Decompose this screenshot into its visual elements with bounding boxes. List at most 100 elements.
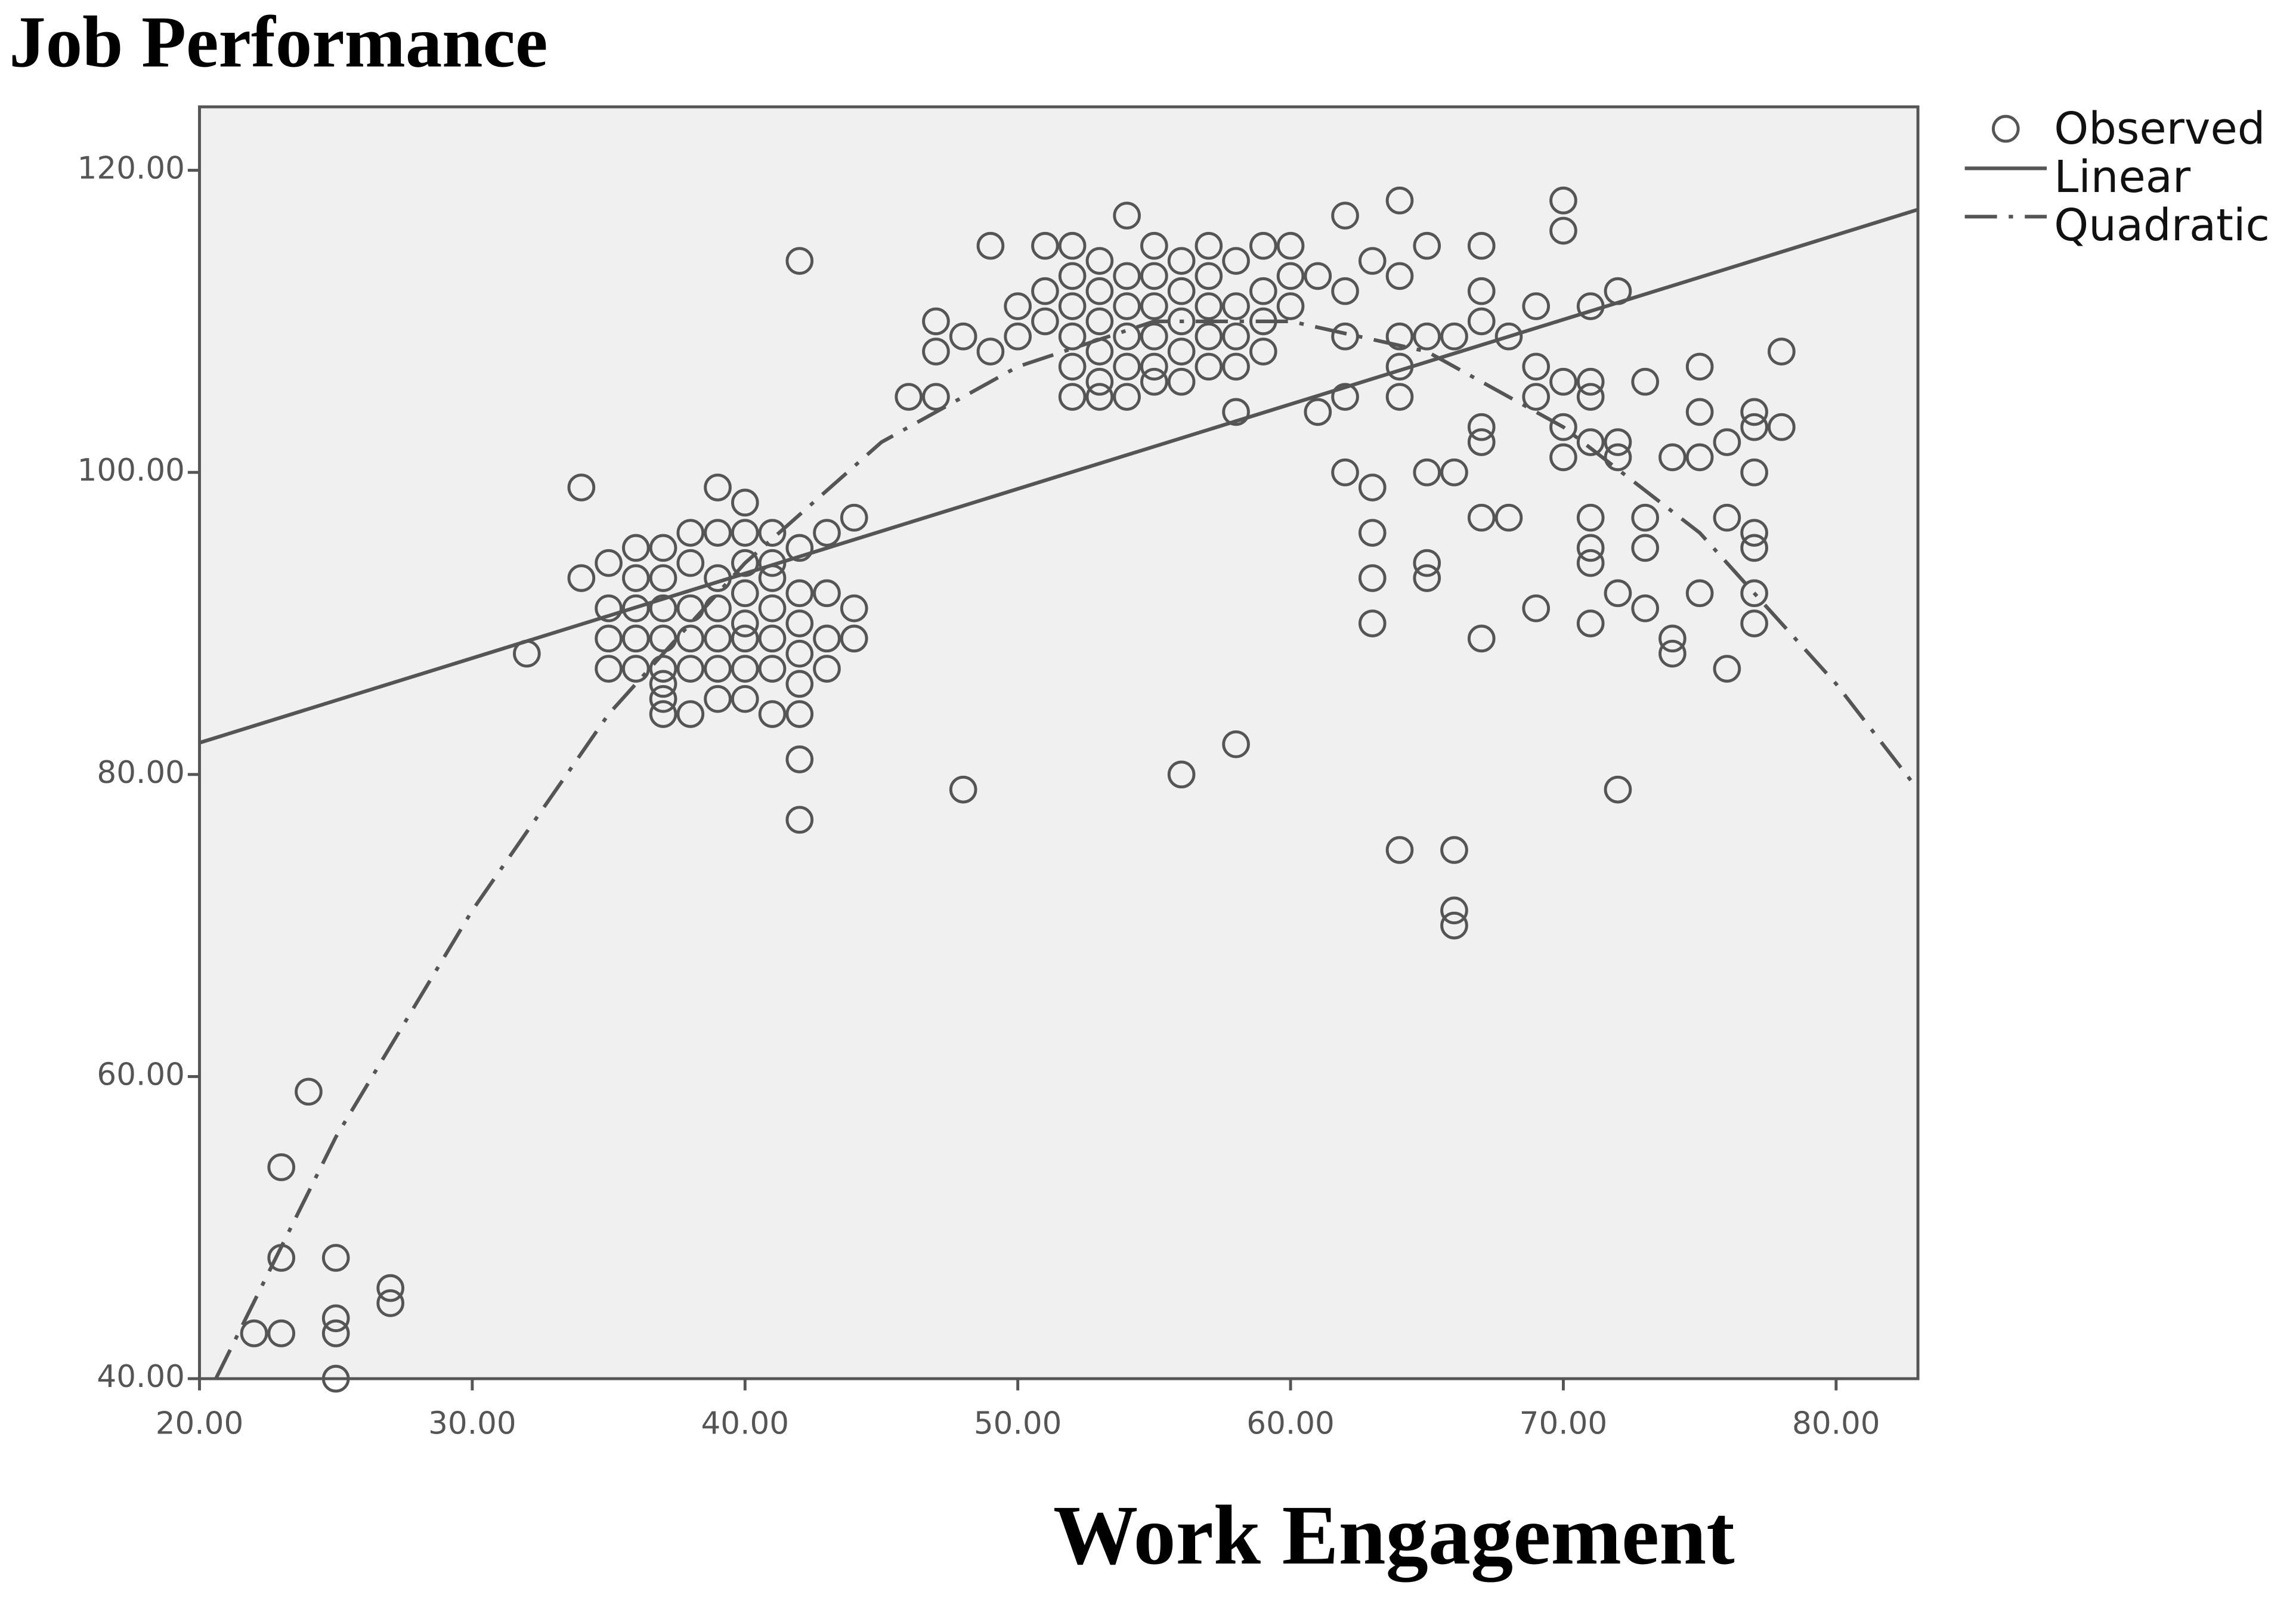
- point: [267, 1153, 296, 1181]
- x-axis-title: Work Engagement: [1053, 1488, 1735, 1582]
- point: [704, 655, 732, 683]
- point: [731, 655, 759, 683]
- point: [1085, 367, 1114, 396]
- point: [1222, 730, 1250, 758]
- point: [1331, 322, 1359, 351]
- y-tick-label: 60.00: [97, 1057, 185, 1092]
- point: [1768, 337, 1796, 366]
- point: [1140, 352, 1168, 381]
- point: [1713, 428, 1741, 456]
- point: [1222, 247, 1250, 275]
- point: [1740, 579, 1768, 608]
- point: [922, 337, 950, 366]
- point: [976, 231, 1005, 260]
- point: [1576, 503, 1605, 532]
- point: [1740, 519, 1768, 547]
- point: [1195, 352, 1223, 381]
- point: [567, 564, 596, 592]
- fit-line: [214, 319, 1919, 1379]
- point: [731, 609, 759, 637]
- point: [1385, 836, 1414, 864]
- legend-label: Quadratic: [2054, 200, 2270, 251]
- point: [1385, 322, 1414, 351]
- point: [704, 473, 732, 501]
- point: [1631, 534, 1659, 562]
- point: [1740, 534, 1768, 562]
- point: [1685, 398, 1714, 426]
- point: [649, 534, 677, 562]
- plot-area: [198, 105, 1920, 1380]
- point: [1685, 579, 1714, 608]
- chart-title: Job Performance: [9, 2, 547, 83]
- point: [785, 745, 814, 773]
- point: [1058, 322, 1087, 351]
- point: [622, 594, 650, 623]
- point: [1140, 292, 1168, 320]
- point: [676, 624, 705, 653]
- point: [1195, 292, 1223, 320]
- point: [267, 1319, 296, 1348]
- point: [1576, 549, 1605, 577]
- point: [1113, 352, 1141, 381]
- point: [731, 488, 759, 517]
- point: [1031, 277, 1059, 305]
- point: [1331, 383, 1359, 411]
- point: [1385, 383, 1414, 411]
- point: [1167, 277, 1196, 305]
- point: [1740, 413, 1768, 441]
- point: [676, 655, 705, 683]
- point: [731, 685, 759, 713]
- point: [758, 519, 787, 547]
- point: [1658, 443, 1687, 472]
- point: [1549, 443, 1577, 472]
- point: [1167, 760, 1196, 789]
- point: [704, 685, 732, 713]
- point: [376, 1289, 404, 1317]
- legend-label: Observed: [2054, 104, 2265, 154]
- y-tick-label: 100.00: [78, 453, 185, 488]
- point: [1604, 579, 1632, 608]
- point: [1358, 247, 1387, 275]
- point: [1631, 503, 1659, 532]
- point: [704, 519, 732, 547]
- point: [1440, 322, 1468, 351]
- point: [1604, 775, 1632, 804]
- point: [622, 655, 650, 683]
- point: [1331, 277, 1359, 305]
- point: [1467, 231, 1496, 260]
- point: [1358, 564, 1387, 592]
- point: [1222, 292, 1250, 320]
- x-tick-label: 60.00: [1246, 1406, 1335, 1442]
- point: [1140, 322, 1168, 351]
- point: [1440, 896, 1468, 925]
- point: [1685, 352, 1714, 381]
- point: [1031, 307, 1059, 336]
- point: [1440, 836, 1468, 864]
- x-tick-label: 30.00: [428, 1406, 516, 1442]
- point: [1331, 458, 1359, 487]
- point: [976, 337, 1005, 366]
- point: [595, 655, 623, 683]
- point: [1358, 473, 1387, 501]
- point: [240, 1319, 268, 1348]
- point: [813, 624, 841, 653]
- point: [1604, 428, 1632, 456]
- point: [840, 624, 868, 653]
- point: [758, 624, 787, 653]
- point: [1167, 247, 1196, 275]
- point: [1740, 458, 1768, 487]
- point: [1140, 231, 1168, 260]
- point: [922, 307, 950, 336]
- point: [1140, 262, 1168, 290]
- point: [1494, 503, 1523, 532]
- point: [321, 1304, 350, 1333]
- point: [1576, 428, 1605, 456]
- x-tick-label: 80.00: [1792, 1406, 1880, 1442]
- point: [1195, 231, 1223, 260]
- point: [1358, 519, 1387, 547]
- point: [731, 624, 759, 653]
- point: [1467, 428, 1496, 456]
- point: [1740, 609, 1768, 637]
- point: [1222, 352, 1250, 381]
- point: [1195, 262, 1223, 290]
